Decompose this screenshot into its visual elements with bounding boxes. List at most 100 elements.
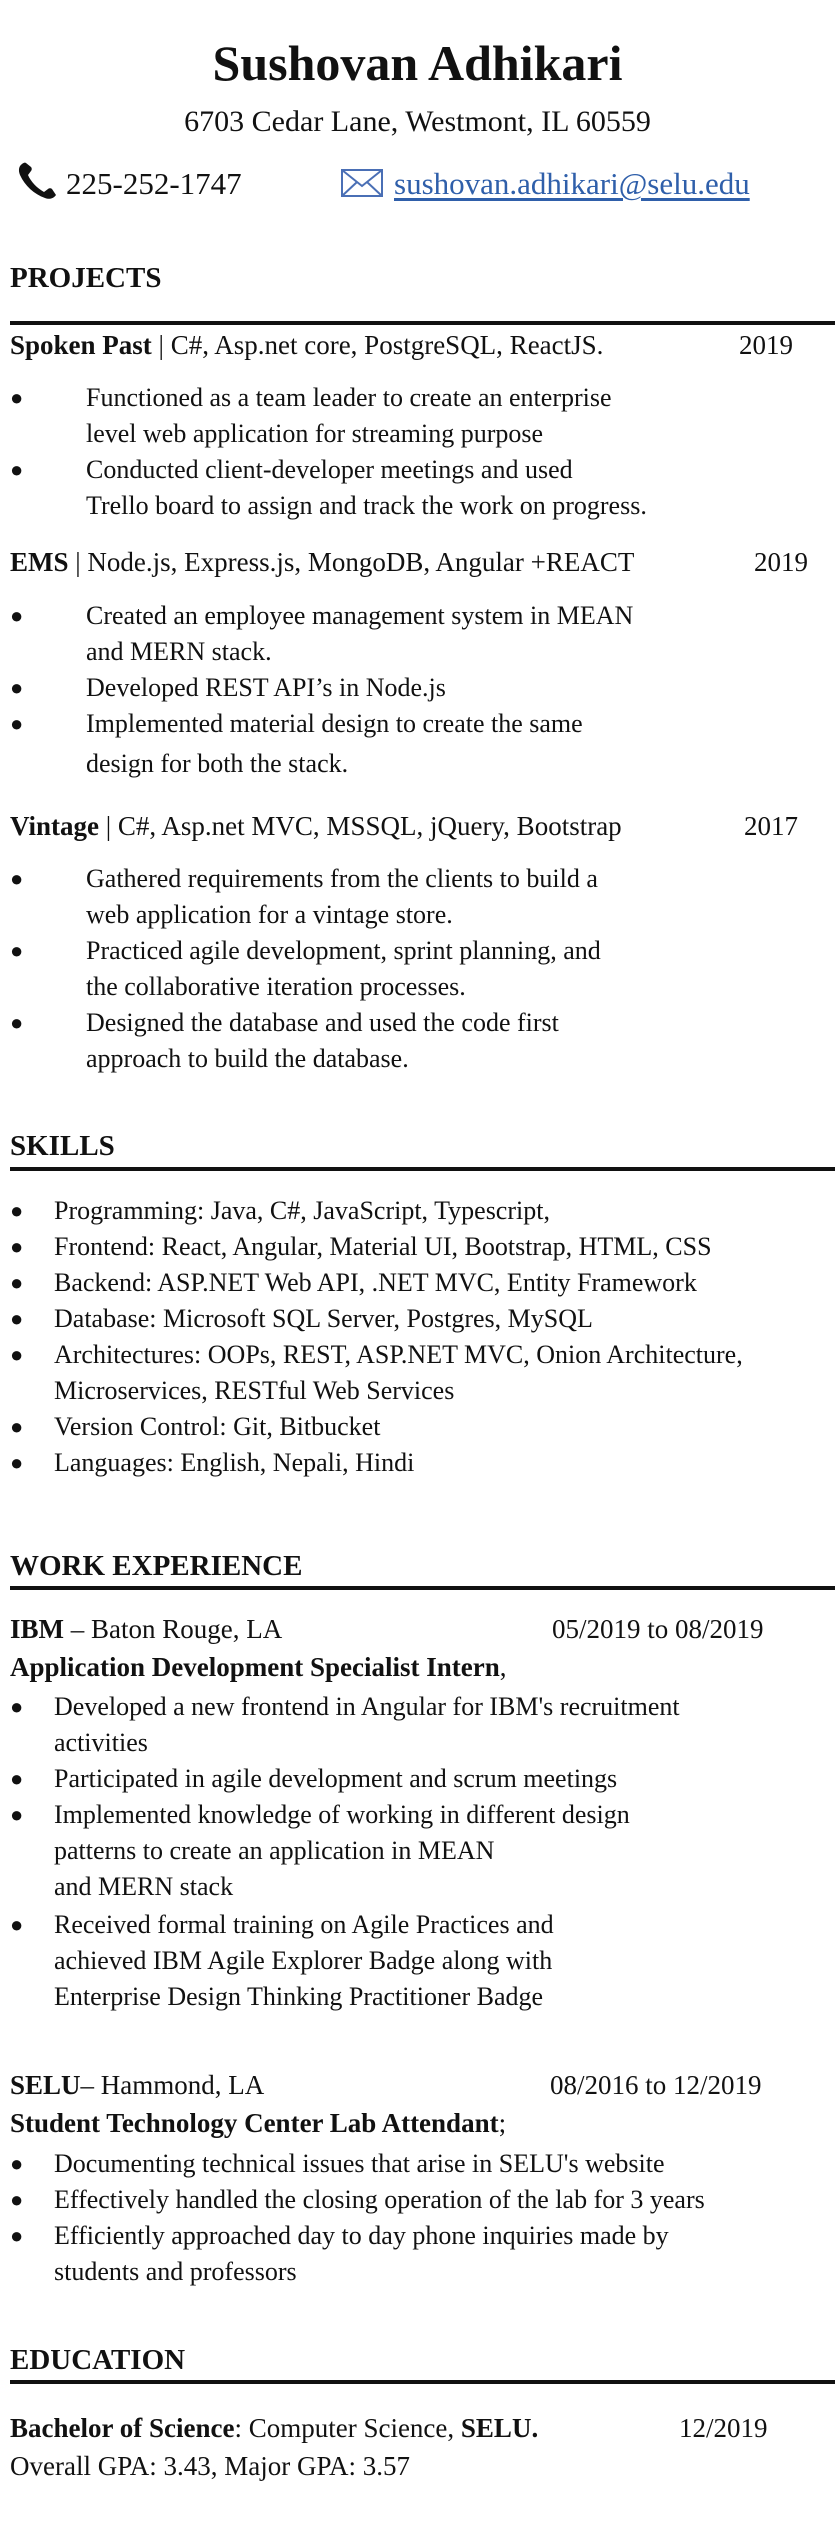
bullet-dot: ● [10, 1342, 24, 1367]
project-year: 2017 [744, 811, 798, 841]
role-punctuation: , [499, 1652, 507, 1682]
list-item: ● Gathered requirements from the clients… [10, 861, 830, 933]
list-item: ● Developed a new frontend in Angular fo… [10, 1689, 835, 1761]
bullet-line: Created an employee management system in… [86, 601, 634, 630]
school-name: SELU. [460, 2413, 539, 2443]
list-item: ● Database: Microsoft SQL Server, Postgr… [10, 1301, 835, 1337]
list-item: ● Frontend: React, Angular, Material UI,… [10, 1229, 835, 1265]
candidate-name: Sushovan Adhikari [212, 35, 623, 91]
job-location: – Baton Rouge, LA [64, 1614, 283, 1644]
bullet-line: Received formal training on Agile Practi… [54, 1910, 554, 1939]
bullet-dot: ● [10, 1198, 24, 1223]
project-tech: | C#, Asp.net core, PostgreSQL, ReactJS. [158, 330, 604, 360]
job-role-line: Application Development Specialist Inter… [10, 1648, 830, 1686]
job-location: – Hammond, LA [80, 2070, 265, 2100]
list-item: ● Practiced agile development, sprint pl… [10, 933, 830, 1005]
bullet-line: Architectures: OOPs, REST, ASP.NET MVC, … [54, 1340, 743, 1369]
education-degree-line: Bachelor of Science: Computer Science, S… [10, 2409, 830, 2447]
bullet-dot: ● [10, 1306, 24, 1331]
list-item: ● Implemented knowledge of working in di… [10, 1797, 835, 1905]
list-item: ● Programming: Java, C#, JavaScript, Typ… [10, 1193, 835, 1229]
section-divider [10, 1167, 835, 1171]
bullet-line: Trello board to assign and track the wor… [86, 491, 647, 520]
bullet-line: approach to build the database. [86, 1044, 409, 1073]
project-year: 2019 [754, 547, 808, 577]
list-item: ● Documenting technical issues that aris… [10, 2146, 835, 2182]
bullet-line: Functioned as a team leader to create an… [86, 383, 612, 412]
bullet-line: Conducted client-developer meetings and … [86, 455, 573, 484]
bullet-line: Documenting technical issues that arise … [54, 2149, 665, 2178]
bullet-line: design for both the stack. [86, 749, 349, 778]
list-item: ● Languages: English, Nepali, Hindi [10, 1445, 835, 1481]
bullet-line: Programming: Java, C#, JavaScript, Types… [54, 1196, 550, 1225]
list-item: ● Developed REST API’s in Node.js [10, 670, 830, 706]
list-item: ● Backend: ASP.NET Web API, .NET MVC, En… [10, 1265, 835, 1301]
list-item: ● Implemented material design to create … [10, 706, 830, 782]
phone-icon [18, 162, 57, 199]
bullet-line: level web application for streaming purp… [86, 419, 544, 448]
address: 6703 Cedar Lane, Westmont, IL 60559 [184, 105, 651, 138]
project-name: Spoken Past [10, 330, 152, 360]
bullet-dot: ● [10, 603, 24, 628]
bullet-line: and MERN stack. [86, 637, 272, 666]
bullet-line: Gathered requirements from the clients t… [86, 864, 598, 893]
bullet-line: Developed REST API’s in Node.js [86, 673, 446, 702]
list-item: ● Received formal training on Agile Prac… [10, 1907, 835, 2015]
project-heading: Spoken Past | C#, Asp.net core, PostgreS… [10, 326, 830, 364]
project-year: 2019 [739, 330, 793, 360]
bullet-dot: ● [10, 1414, 24, 1439]
bullet-line: Participated in agile development and sc… [54, 1764, 618, 1793]
degree-field: : Computer Science, [234, 2413, 461, 2443]
job-role-line: Student Technology Center Lab Attendant; [10, 2104, 830, 2142]
list-item: ● Designed the database and used the cod… [10, 1005, 830, 1077]
bullet-dot: ● [10, 2187, 24, 2212]
bullet-dot: ● [10, 457, 24, 482]
role-punctuation: ; [498, 2108, 507, 2138]
degree: Bachelor of Science [10, 2413, 235, 2443]
job-heading: IBM – Baton Rouge, LA 05/2019 to 08/2019 [10, 1610, 830, 1648]
bullet-line: Designed the database and used the code … [86, 1008, 559, 1037]
section-title-projects: PROJECTS [10, 262, 162, 294]
list-item: ● Architectures: OOPs, REST, ASP.NET MVC… [10, 1337, 835, 1409]
email-link[interactable]: sushovan.adhikari@selu.edu [394, 166, 750, 201]
bullet-line: Implemented knowledge of working in diff… [54, 1800, 630, 1829]
bullet-line: students and professors [54, 2257, 297, 2286]
bullet-line: Developed a new frontend in Angular for … [54, 1692, 680, 1721]
bullet-line: Implemented material design to create th… [86, 709, 583, 738]
section-divider [10, 2380, 835, 2384]
bullet-line: Microservices, RESTful Web Services [54, 1376, 455, 1405]
bullet-line: activities [54, 1728, 148, 1757]
bullet-line: Backend: ASP.NET Web API, .NET MVC, Enti… [54, 1268, 697, 1297]
bullet-line: patterns to create an application in MEA… [54, 1836, 495, 1865]
bullet-dot: ● [10, 675, 24, 700]
bullet-line: achieved IBM Agile Explorer Badge along … [54, 1946, 553, 1975]
bullet-dot: ● [10, 1270, 24, 1295]
bullet-dot: ● [10, 2223, 24, 2248]
bullet-dot: ● [10, 1694, 24, 1719]
envelope-icon [341, 169, 383, 197]
bullet-dot: ● [10, 711, 24, 736]
bullet-line: Practiced agile development, sprint plan… [86, 936, 601, 965]
list-item: ● Efficiently approached day to day phon… [10, 2218, 835, 2290]
project-heading: EMS | Node.js, Express.js, MongoDB, Angu… [10, 543, 830, 581]
bullet-dot: ● [10, 385, 24, 410]
job-role: Application Development Specialist Inter… [10, 1652, 500, 1682]
project-name: EMS [10, 547, 69, 577]
bullet-dot: ● [10, 1010, 24, 1035]
section-title-skills: SKILLS [10, 1130, 115, 1162]
bullet-line: Effectively handled the closing operatio… [54, 2185, 705, 2214]
company-name: SELU [10, 2070, 81, 2100]
bullet-dot: ● [10, 1912, 24, 1937]
section-title-education: EDUCATION [10, 2344, 186, 2376]
list-item: ● Created an employee management system … [10, 598, 830, 670]
bullet-dot: ● [10, 1450, 24, 1475]
bullet-dot: ● [10, 1766, 24, 1791]
list-item: ● Functioned as a team leader to create … [10, 380, 830, 452]
bullet-line: Database: Microsoft SQL Server, Postgres… [54, 1304, 593, 1333]
job-heading: SELU– Hammond, LA 08/2016 to 12/2019 [10, 2066, 830, 2104]
bullet-dot: ● [10, 2151, 24, 2176]
section-divider [10, 321, 835, 325]
bullet-dot: ● [10, 1234, 24, 1259]
list-item: ● Conducted client-developer meetings an… [10, 452, 830, 524]
list-item: ● Effectively handled the closing operat… [10, 2182, 835, 2218]
